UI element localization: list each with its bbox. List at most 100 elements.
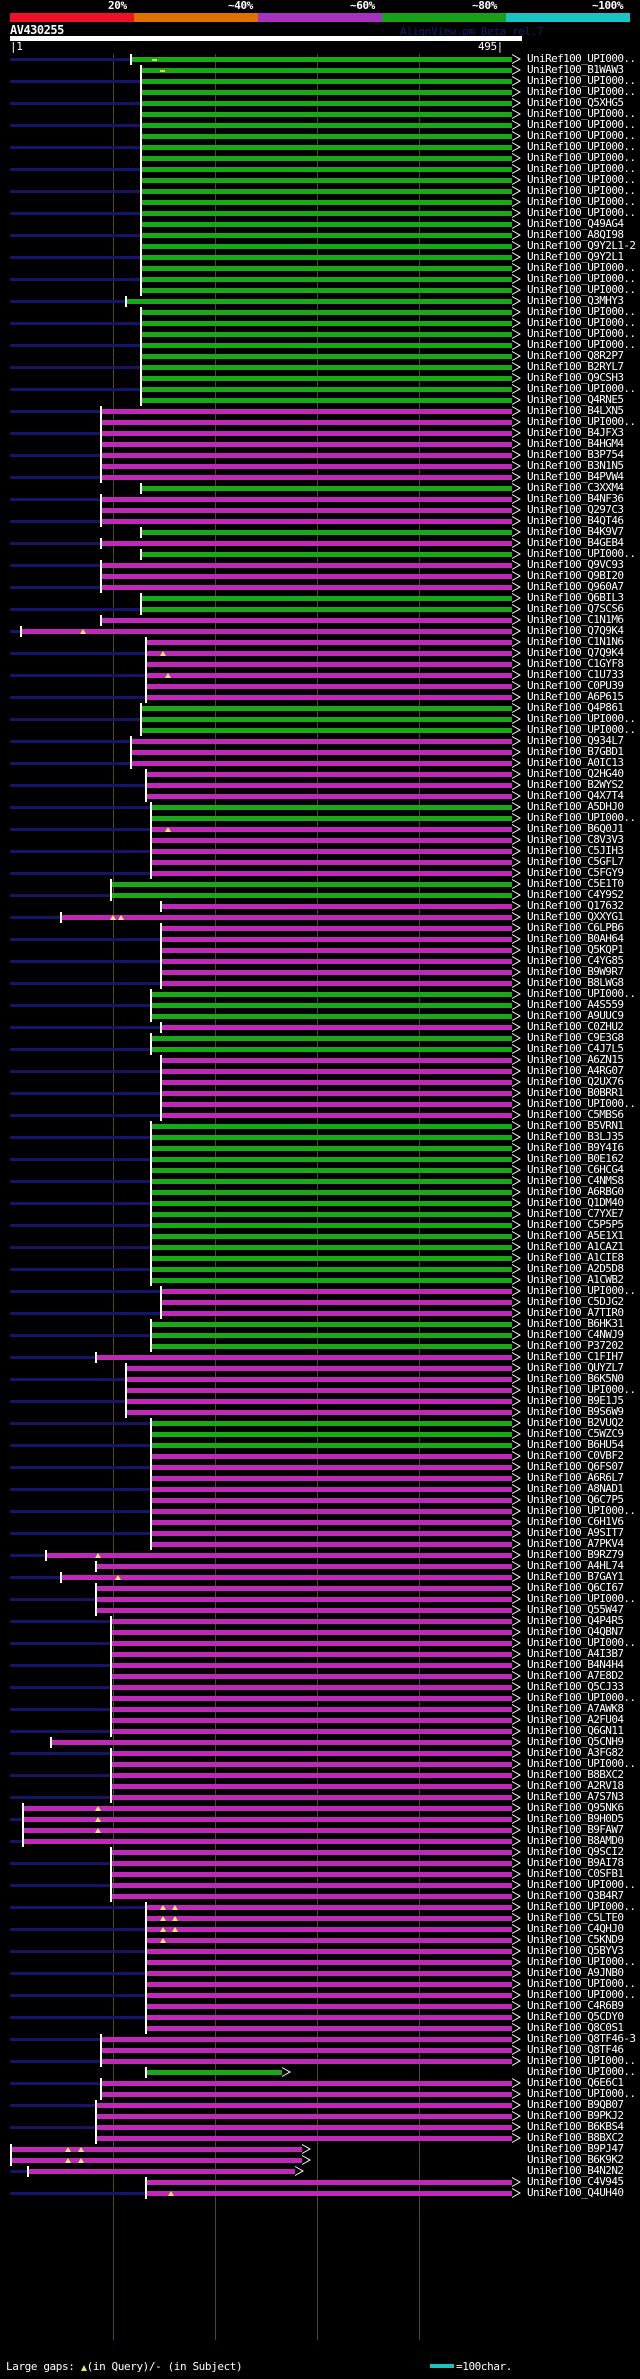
hit-accession-label[interactable]: UniRef100_A4I3B7 — [527, 1647, 624, 1660]
hsp-bar[interactable] — [102, 453, 512, 458]
alignment-row[interactable]: UniRef100_UPI000.. — [0, 338, 640, 351]
alignment-row[interactable]: UniRef100_B9Y4I6 — [0, 1142, 640, 1154]
hit-accession-label[interactable]: UniRef100_C1FIH7 — [527, 1350, 624, 1363]
hsp-bar[interactable] — [147, 1971, 512, 1976]
alignment-row[interactable]: UniRef100_Q95NK6 — [0, 1802, 640, 1814]
hsp-bar[interactable] — [142, 123, 512, 128]
hsp-bar[interactable] — [147, 1993, 512, 1998]
hsp-bar[interactable] — [152, 827, 512, 832]
hsp-bar[interactable] — [152, 1036, 512, 1041]
alignment-row[interactable]: UniRef100_A4RG07 — [0, 1065, 640, 1077]
alignment-row[interactable]: UniRef100_UPI000.. — [0, 1637, 640, 1649]
alignment-row[interactable]: UniRef100_A2FU04 — [0, 1714, 640, 1726]
hit-accession-label[interactable]: UniRef100_Q7Q9K4 — [527, 646, 624, 659]
alignment-row[interactable]: UniRef100_UPI000.. — [0, 416, 640, 428]
alignment-row[interactable]: UniRef100_UPI000.. — [0, 1879, 640, 1891]
alignment-row[interactable]: UniRef100_P37202 — [0, 1340, 640, 1352]
hsp-bar[interactable] — [152, 1256, 512, 1261]
alignment-row[interactable]: UniRef100_UPI000.. — [0, 262, 640, 274]
alignment-row[interactable]: UniRef100_B6KBS4 — [0, 2121, 640, 2133]
hsp-bar[interactable] — [102, 508, 512, 513]
alignment-row[interactable]: UniRef100_Q49AG4 — [0, 218, 640, 230]
hit-accession-label[interactable]: UniRef100_Q4P861 — [527, 701, 624, 714]
hit-accession-label[interactable]: UniRef100_B0E162 — [527, 1152, 624, 1165]
alignment-row[interactable]: UniRef100_C1FIH7 — [0, 1350, 640, 1363]
hit-accession-label[interactable]: UniRef100_C5DJG2 — [527, 1295, 624, 1308]
hit-accession-label[interactable]: UniRef100_C4J7L5 — [527, 1042, 624, 1055]
hsp-bar[interactable] — [162, 948, 512, 953]
alignment-row[interactable]: UniRef100_B9QB07 — [0, 2099, 640, 2111]
hsp-bar[interactable] — [147, 684, 512, 689]
hsp-bar[interactable] — [147, 695, 512, 700]
alignment-row[interactable]: UniRef100_Q2HG40 — [0, 768, 640, 780]
alignment-row[interactable]: UniRef100_B0E162 — [0, 1152, 640, 1165]
alignment-row[interactable]: UniRef100_Q5XHG5 — [0, 97, 640, 109]
alignment-row[interactable]: UniRef100_UPI000.. — [0, 174, 640, 186]
hsp-bar[interactable] — [162, 937, 512, 942]
hsp-bar[interactable] — [112, 1619, 512, 1624]
alignment-row[interactable]: UniRef100_C8V3V3 — [0, 834, 640, 846]
alignment-row[interactable]: UniRef100_C4J7L5 — [0, 1042, 640, 1055]
alignment-row[interactable]: UniRef100_B0BRR1 — [0, 1087, 640, 1099]
hsp-bar[interactable] — [142, 211, 512, 216]
alignment-row[interactable]: UniRef100_C0SFB1 — [0, 1868, 640, 1880]
hit-accession-label[interactable]: UniRef100_UPI000.. — [527, 1757, 636, 1770]
hsp-bar[interactable] — [152, 1212, 512, 1217]
hit-accession-label[interactable]: UniRef100_Q3MHY3 — [527, 294, 624, 307]
alignment-row[interactable]: UniRef100_A7TIR0 — [0, 1307, 640, 1319]
alignment-row[interactable]: UniRef100_B4LXN5 — [0, 405, 640, 417]
hsp-bar[interactable] — [97, 1564, 512, 1569]
alignment-row[interactable]: UniRef100_A7PKV4 — [0, 1538, 640, 1550]
alignment-row[interactable]: UniRef100_C9E3G8 — [0, 1032, 640, 1044]
hit-accession-label[interactable]: UniRef100_UPI000.. — [527, 723, 636, 736]
alignment-row[interactable]: UniRef100_Q6C7P5 — [0, 1494, 640, 1506]
hsp-bar[interactable] — [24, 1817, 512, 1822]
hsp-bar[interactable] — [142, 596, 512, 601]
hsp-bar[interactable] — [102, 2092, 512, 2097]
alignment-row[interactable]: UniRef100_Q7Q9K4 — [0, 625, 640, 637]
hit-accession-label[interactable]: UniRef100_UPI000.. — [527, 338, 636, 351]
alignment-row[interactable]: UniRef100_C6HCG4 — [0, 1164, 640, 1176]
hsp-bar[interactable] — [152, 816, 512, 821]
hsp-bar[interactable] — [162, 1311, 512, 1316]
hit-accession-label[interactable]: UniRef100_Q9SCI2 — [527, 1845, 624, 1858]
hsp-bar[interactable] — [152, 1267, 512, 1272]
alignment-row[interactable]: UniRef100_B3N1N5 — [0, 460, 640, 472]
hsp-bar[interactable] — [152, 1344, 512, 1349]
hsp-bar[interactable] — [102, 2037, 512, 2042]
hsp-bar[interactable] — [97, 1355, 512, 1360]
hsp-bar[interactable] — [162, 981, 512, 986]
hit-accession-label[interactable]: UniRef100_B4HGM4 — [527, 437, 624, 450]
alignment-row[interactable]: UniRef100_B9PJ47 — [0, 2143, 640, 2155]
hit-accession-label[interactable]: UniRef100_C1N1N6 — [527, 635, 624, 648]
alignment-row[interactable]: UniRef100_B6HK31 — [0, 1318, 640, 1330]
hit-accession-label[interactable]: UniRef100_A2RV18 — [527, 1779, 624, 1792]
hsp-bar[interactable] — [102, 431, 512, 436]
hit-accession-label[interactable]: UniRef100_A1CAZ1 — [527, 1240, 624, 1253]
alignment-row[interactable]: UniRef100_B4HGM4 — [0, 437, 640, 450]
alignment-row[interactable]: UniRef100_B5VRN1 — [0, 1120, 640, 1132]
hit-accession-label[interactable]: UniRef100_C5MBS6 — [527, 1108, 624, 1121]
hsp-bar[interactable] — [152, 1245, 512, 1250]
hit-accession-label[interactable]: UniRef100_B3LJ35 — [527, 1130, 624, 1143]
hsp-bar[interactable] — [147, 1916, 512, 1921]
hit-accession-label[interactable]: UniRef100_A4S559 — [527, 998, 624, 1011]
hit-accession-label[interactable]: UniRef100_UPI000.. — [527, 206, 636, 219]
hit-accession-label[interactable]: UniRef100_C4YG85 — [527, 954, 624, 967]
alignment-row[interactable]: UniRef100_B8BXC2 — [0, 2132, 640, 2144]
alignment-row[interactable]: UniRef100_B7GBD1 — [0, 746, 640, 758]
hsp-bar[interactable] — [162, 1069, 512, 1074]
hsp-bar[interactable] — [112, 1707, 512, 1712]
hsp-bar[interactable] — [112, 1894, 512, 1899]
hsp-bar[interactable] — [152, 1498, 512, 1503]
alignment-row[interactable]: UniRef100_UPI000.. — [0, 1285, 640, 1297]
alignment-row[interactable]: UniRef100_B4PVW4 — [0, 471, 640, 483]
hsp-bar[interactable] — [102, 475, 512, 480]
hsp-bar[interactable] — [147, 2015, 512, 2020]
hsp-bar[interactable] — [147, 1927, 512, 1932]
hit-accession-label[interactable]: UniRef100_Q6BIL3 — [527, 591, 624, 604]
alignment-row[interactable]: UniRef100_A8QI98 — [0, 229, 640, 241]
hit-accession-label[interactable]: UniRef100_Q9VC93 — [527, 558, 624, 571]
hsp-bar[interactable] — [152, 1124, 512, 1129]
alignment-row[interactable]: UniRef100_B4JFX3 — [0, 427, 640, 439]
